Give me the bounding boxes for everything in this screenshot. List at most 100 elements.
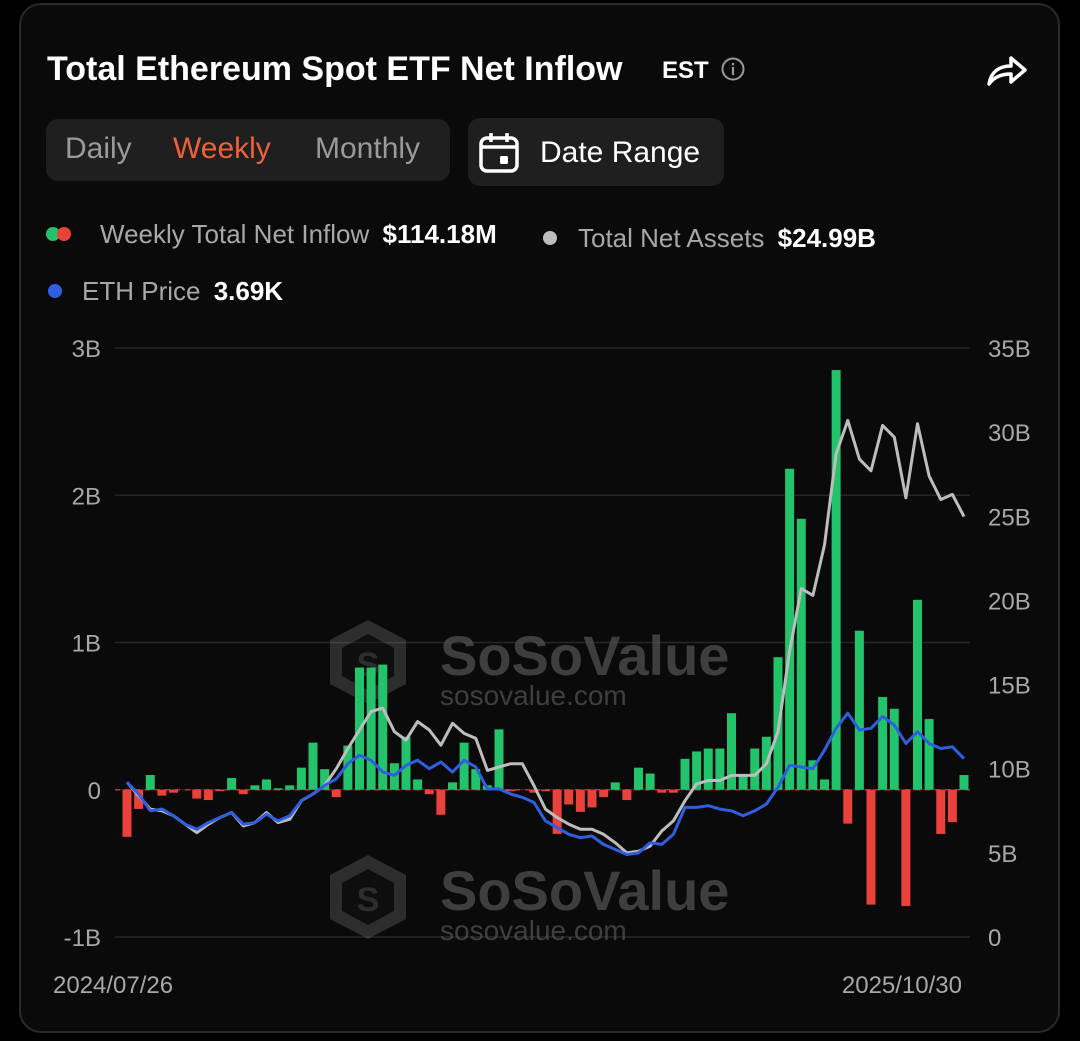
inflow-bar[interactable] xyxy=(169,789,178,793)
inflow-bar[interactable] xyxy=(122,789,132,837)
inflow-bar[interactable] xyxy=(215,789,225,792)
inflow-bar[interactable] xyxy=(134,789,144,809)
eth-price-line[interactable] xyxy=(125,711,966,856)
inflow-bar[interactable] xyxy=(308,742,318,790)
svg-text:S: S xyxy=(357,881,380,919)
tab-monthly[interactable]: Monthly xyxy=(315,132,421,165)
inflow-bar[interactable] xyxy=(529,789,539,793)
inflow-bar[interactable] xyxy=(703,748,713,790)
x-start-label: 2024/07/26 xyxy=(53,972,173,999)
inflow-bar[interactable] xyxy=(459,742,469,790)
inflow-bar[interactable] xyxy=(296,767,306,790)
right-tick-label: 15B xyxy=(988,673,1031,700)
inflow-bar[interactable] xyxy=(901,789,911,907)
inflow-bar[interactable] xyxy=(889,708,899,790)
inflow-bar[interactable] xyxy=(587,789,597,808)
legend-net-assets-label: Total Net Assets xyxy=(578,223,765,253)
inflow-bar[interactable] xyxy=(262,779,271,790)
tab-weekly[interactable]: Weekly xyxy=(173,132,271,165)
inflow-bar[interactable] xyxy=(494,729,504,790)
inflow-bar[interactable] xyxy=(692,751,702,790)
inflow-bar[interactable] xyxy=(506,789,516,792)
watermark-url-2: sosovalue.com xyxy=(440,915,627,946)
inflow-bar[interactable] xyxy=(285,785,295,790)
inflow-bar[interactable] xyxy=(331,789,341,798)
inflow-bar[interactable] xyxy=(157,789,167,796)
inflow-bar[interactable] xyxy=(727,713,736,790)
date-range-button[interactable]: Date Range xyxy=(468,118,724,186)
inflow-bar[interactable] xyxy=(622,789,632,801)
inflow-bar[interactable] xyxy=(366,667,376,790)
inflow-bar[interactable] xyxy=(820,779,829,790)
inflow-bar[interactable] xyxy=(668,789,678,793)
inflow-bar[interactable] xyxy=(634,767,643,790)
watermark-brand-2: SoSoValue xyxy=(440,859,729,922)
info-icon[interactable] xyxy=(721,57,745,81)
right-tick-label: 30B xyxy=(988,420,1031,447)
inflow-bar[interactable] xyxy=(378,664,388,790)
inflow-bar[interactable] xyxy=(750,748,760,790)
inflow-bar[interactable] xyxy=(796,518,806,790)
legend-eth-price-label: ETH Price xyxy=(82,276,201,306)
inflow-bar[interactable] xyxy=(947,789,957,823)
legend-net-inflow-label: Weekly Total Net Inflow xyxy=(100,219,370,249)
inflow-bar[interactable] xyxy=(843,789,853,824)
inflow-bar[interactable] xyxy=(575,789,585,812)
tab-daily[interactable]: Daily xyxy=(65,132,132,165)
gray-dot-icon xyxy=(543,231,557,245)
right-tick-label: 5B xyxy=(988,841,1017,868)
inflow-bar[interactable] xyxy=(541,789,550,792)
inflow-bar[interactable] xyxy=(413,779,423,790)
left-tick-label: -1B xyxy=(64,925,101,952)
inflow-bar[interactable] xyxy=(657,789,667,793)
inflow-bar[interactable] xyxy=(227,777,237,790)
inflow-bar[interactable] xyxy=(320,769,330,790)
legend-eth-price-value: 3.69K xyxy=(213,276,284,306)
inflow-bar[interactable] xyxy=(738,776,748,790)
inflow-bar[interactable] xyxy=(192,789,202,799)
inflow-bar[interactable] xyxy=(203,789,213,801)
inflow-bar[interactable] xyxy=(680,758,690,790)
inflow-bar[interactable] xyxy=(424,789,434,795)
inflow-bar[interactable] xyxy=(273,788,283,790)
date-range-label: Date Range xyxy=(540,136,701,169)
inflow-bar[interactable] xyxy=(959,775,969,790)
inflow-bar[interactable] xyxy=(436,789,446,815)
inflow-bar[interactable] xyxy=(808,760,818,790)
right-tick-label: 35B xyxy=(988,336,1031,363)
inflow-bar[interactable] xyxy=(471,769,481,790)
left-tick-label: 0 xyxy=(88,778,101,805)
share-icon[interactable] xyxy=(985,50,1029,90)
inflow-bar[interactable] xyxy=(343,745,353,790)
inflow-bar[interactable] xyxy=(564,789,574,805)
net-assets-line[interactable] xyxy=(125,418,966,855)
inflow-bar[interactable] xyxy=(599,789,609,798)
calendar-icon xyxy=(479,133,519,173)
inflow-bar[interactable] xyxy=(645,773,655,790)
watermark-url-1: sosovalue.com xyxy=(440,680,627,711)
inflow-bar[interactable] xyxy=(401,736,411,790)
inflow-bar[interactable] xyxy=(610,782,620,790)
inflow-bar[interactable] xyxy=(866,789,876,905)
left-tick-label: 2B xyxy=(72,483,101,510)
blue-dot-icon xyxy=(48,284,62,298)
inflow-bar[interactable] xyxy=(552,789,562,834)
inflow-bar[interactable] xyxy=(924,719,934,790)
right-tick-label: 0 xyxy=(988,925,1001,952)
inflow-bar[interactable] xyxy=(238,789,248,795)
inflow-bar[interactable] xyxy=(715,748,725,790)
inflow-bar[interactable] xyxy=(878,696,888,790)
inflow-bar[interactable] xyxy=(145,775,155,790)
inflow-bar[interactable] xyxy=(785,468,795,790)
inflow-bar[interactable] xyxy=(831,370,841,790)
inflow-bar[interactable] xyxy=(448,782,457,790)
inflow-bar[interactable] xyxy=(913,599,922,790)
right-tick-label: 10B xyxy=(988,757,1031,784)
green-dot-icon xyxy=(46,227,60,241)
timezone-label[interactable]: EST xyxy=(662,57,709,84)
inflow-bar[interactable] xyxy=(250,785,260,790)
inflow-bar[interactable] xyxy=(936,789,946,834)
watermark-brand-1: SoSoValue xyxy=(440,624,729,687)
inflow-bar[interactable] xyxy=(854,630,864,790)
